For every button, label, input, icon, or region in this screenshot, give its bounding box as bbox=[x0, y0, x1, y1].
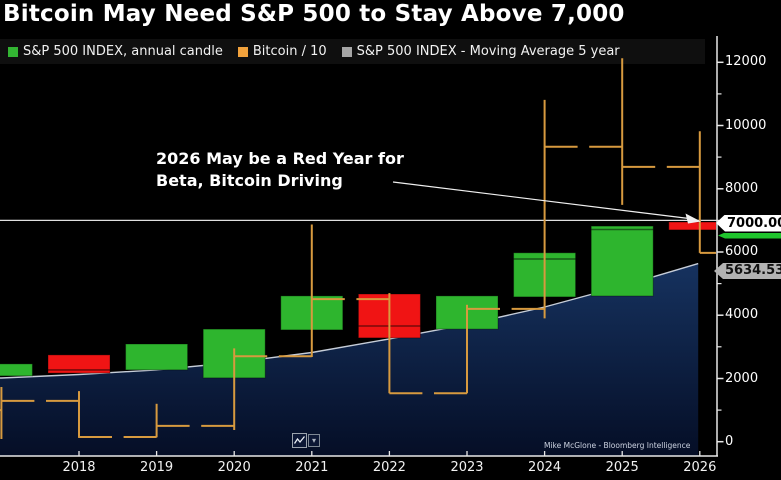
btc-bar-2020 bbox=[201, 348, 268, 430]
line-chart-icon bbox=[293, 436, 306, 444]
x-axis-label-2018: 2018 bbox=[62, 460, 96, 475]
candle-2018 bbox=[47, 354, 111, 374]
x-axis-label-2025: 2025 bbox=[605, 460, 639, 475]
y-axis-label-4000: 4000 bbox=[725, 307, 759, 323]
annotation-line2: Beta, Bitcoin Driving bbox=[156, 171, 343, 190]
btc-bar-2023 bbox=[434, 304, 500, 395]
chart-type-toolbar: ▾ bbox=[292, 433, 320, 448]
chevron-down-icon: ▾ bbox=[311, 436, 316, 445]
y-axis-label-6000: 6000 bbox=[725, 244, 759, 259]
chart-type-dropdown[interactable]: ▾ bbox=[308, 434, 320, 447]
btc-bar-2019 bbox=[123, 403, 190, 438]
btc-bar-2025 bbox=[589, 58, 656, 205]
x-axis-label-2020: 2020 bbox=[217, 460, 251, 475]
candle-2025 bbox=[590, 225, 654, 297]
legend-item-sp500-candle[interactable]: S&P 500 INDEX, annual candle bbox=[8, 44, 223, 59]
bitcoin-swatch-icon bbox=[237, 46, 248, 57]
legend-item-bitcoin[interactable]: Bitcoin / 10 bbox=[237, 44, 327, 59]
btc-bar-2022 bbox=[356, 293, 423, 395]
chart-type-button[interactable] bbox=[292, 433, 307, 448]
x-axis-label-2023: 2023 bbox=[450, 460, 484, 475]
annotation-arrow-head bbox=[685, 213, 701, 224]
btc-bar-2018 bbox=[46, 391, 112, 438]
x-axis-label-2021: 2021 bbox=[295, 460, 329, 475]
chart-annotation: 2026 May be a Red Year for Beta, Bitcoin… bbox=[156, 148, 404, 192]
btc-bar-2021 bbox=[278, 224, 345, 358]
candle-2019 bbox=[125, 343, 189, 371]
candle-2017 bbox=[0, 363, 33, 377]
annotation-arrow-line bbox=[392, 181, 690, 220]
y-axis-label-10000: 10000 bbox=[725, 117, 767, 133]
moving-average-swatch-icon bbox=[341, 46, 352, 57]
y-axis-label-12000: 12000 bbox=[725, 54, 767, 70]
y-axis-label-8000: 8000 bbox=[725, 180, 759, 196]
last-price-label: 7000.00 bbox=[716, 214, 781, 232]
x-axis-label-2022: 2022 bbox=[372, 460, 406, 475]
last-price-up-indicator bbox=[718, 232, 781, 239]
legend-label: Bitcoin / 10 bbox=[252, 44, 327, 59]
sp500-candle-swatch-icon bbox=[8, 46, 18, 57]
annotation-line1: 2026 May be a Red Year for bbox=[156, 149, 404, 168]
legend-label: S&P 500 INDEX, annual candle bbox=[23, 44, 223, 59]
legend-item-moving-average[interactable]: S&P 500 INDEX - Moving Average 5 year bbox=[341, 44, 620, 59]
x-axis-label-2019: 2019 bbox=[140, 460, 174, 475]
btc-bar-2024 bbox=[511, 99, 578, 319]
chart-legend: S&P 500 INDEX, annual candle Bitcoin / 1… bbox=[0, 39, 705, 64]
legend-label: S&P 500 INDEX - Moving Average 5 year bbox=[356, 44, 620, 59]
watermark: Mike McGlone - Bloomberg Intelligence bbox=[544, 441, 691, 450]
y-axis-label-0: 0 bbox=[725, 433, 734, 449]
y-axis-label-2000: 2000 bbox=[725, 370, 759, 386]
page-title: Bitcoin May Need S&P 500 to Stay Above 7… bbox=[3, 1, 625, 27]
btc-bar-2026 bbox=[666, 131, 716, 254]
x-axis-label-2024: 2024 bbox=[528, 460, 562, 475]
x-axis-label-2026: 2026 bbox=[683, 460, 717, 475]
btc-bar-2017 bbox=[0, 387, 35, 439]
moving-average-last-label: 5634.53 bbox=[714, 263, 781, 279]
